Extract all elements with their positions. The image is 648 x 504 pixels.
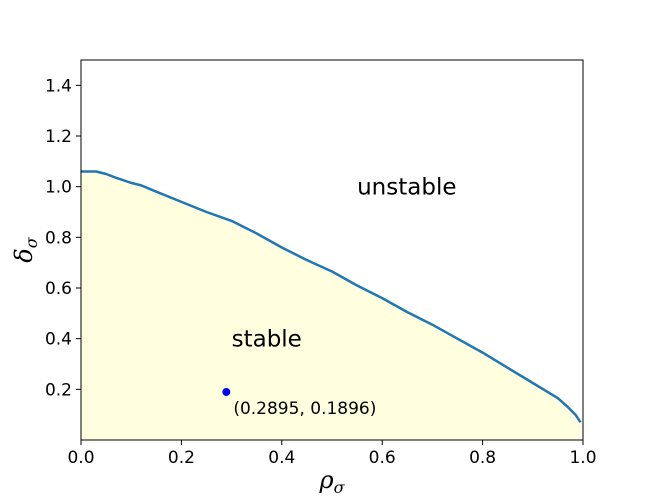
y-tick-label: 1.2 [45,127,72,147]
y-tick-label: 1.4 [45,76,72,96]
y-tick-label: 0.4 [45,330,72,350]
region-annotations: unstable stable [232,175,457,353]
unstable-label: unstable [357,175,456,201]
y-tick-label: 0.6 [45,279,72,299]
y-tick-label: 0.8 [45,228,72,248]
x-tick-label: 0.4 [268,448,295,468]
y-axis-ticks: 0.2 0.4 0.6 0.8 1.0 1.2 1.4 [45,76,81,400]
stable-region-fill [81,171,581,440]
x-tick-label: 0.8 [469,448,496,468]
x-tick-label: 0.2 [168,448,195,468]
stability-boundary-line [81,170,582,423]
y-tick-label: 0.2 [45,380,72,400]
stable-label: stable [232,327,302,353]
x-tick-label: 1.0 [569,448,596,468]
x-axis-label: ρσ [318,466,345,497]
operating-point-label: (0.2895, 0.1896) [233,399,376,419]
operating-point-marker [222,387,231,396]
x-tick-label: 0.0 [67,448,94,468]
y-tick-label: 1.0 [45,178,72,198]
y-axis-label: δσ [10,236,41,262]
plot-frame [80,59,584,441]
x-axis-ticks: 0.0 0.2 0.4 0.6 0.8 1.0 [67,440,597,468]
x-tick-label: 0.6 [369,448,396,468]
